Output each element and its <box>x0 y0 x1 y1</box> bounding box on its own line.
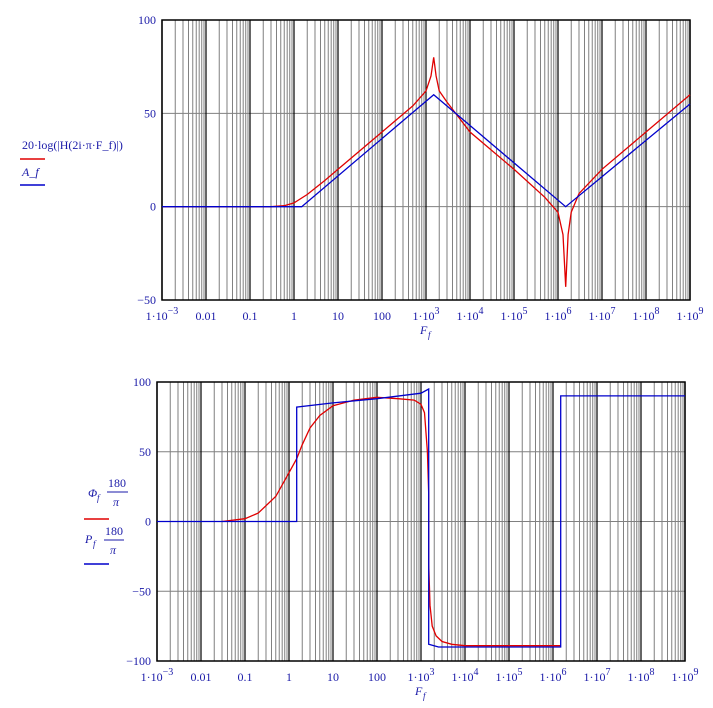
x-tick-label: 1·109 <box>677 306 704 323</box>
x-tick-label: 1·108 <box>633 306 660 323</box>
x-tick-label: 0.01 <box>196 309 217 323</box>
phase-plot: −100 −50 0 50 100 1·10−3 0.01 0.1 1 10 100 1·103 1·1… <box>126 375 698 684</box>
series-line <box>157 387 685 648</box>
series-line <box>162 93 691 208</box>
x-tick-label: 1·10−3 <box>146 306 179 323</box>
y-tick-label: 100 <box>133 375 151 389</box>
x-tick-label: 100 <box>368 670 386 684</box>
svg-text:f: f <box>428 330 432 340</box>
x-tick-label: 0.1 <box>243 309 258 323</box>
x-tick-label: 1·104 <box>457 306 484 323</box>
phase-xlabel: F f <box>414 684 427 701</box>
svg-text:F: F <box>419 323 428 337</box>
svg-text:f: f <box>97 493 101 503</box>
x-tick-label: 1·107 <box>584 667 611 684</box>
y-tick-label: 50 <box>139 445 151 459</box>
y-tick-label: 0 <box>150 200 156 214</box>
svg-text:P: P <box>84 532 93 546</box>
x-tick-label: 10 <box>332 309 344 323</box>
x-tick-label: 10 <box>327 670 339 684</box>
phase-legend: Φ f 180 π P f 180 π <box>84 476 128 565</box>
svg-text:π: π <box>110 543 117 557</box>
x-tick-label: 1·107 <box>589 306 616 323</box>
svg-text:Φ: Φ <box>88 486 97 500</box>
x-tick-label: 1·104 <box>452 667 479 684</box>
x-tick-label: 0.1 <box>238 670 253 684</box>
legend-magnitude-expr: 20·log(|H(2i·π·F_f)|) <box>22 138 123 152</box>
x-tick-label: 1·106 <box>540 667 567 684</box>
y-tick-label: −50 <box>132 584 151 598</box>
svg-text:F: F <box>414 684 423 698</box>
magnitude-legend: 20·log(|H(2i·π·F_f)|) A_f <box>20 138 123 186</box>
x-tick-label: 100 <box>373 309 391 323</box>
x-tick-label: 1·106 <box>545 306 572 323</box>
x-tick-label: 1·105 <box>501 306 528 323</box>
magnitude-xlabel: F f <box>419 323 432 340</box>
y-tick-label: −100 <box>126 654 151 668</box>
svg-text:180: 180 <box>105 524 123 538</box>
y-tick-label: 50 <box>144 106 156 120</box>
y-tick-label: −50 <box>137 293 156 307</box>
series-line <box>162 57 691 287</box>
x-tick-label: 1·109 <box>672 667 699 684</box>
magnitude-plot: −50 0 50 100 1·10−3 0.01 0.1 1 10 100 1·103 1·104 1·… <box>137 13 703 323</box>
svg-text:f: f <box>423 691 427 701</box>
y-tick-label: 100 <box>138 13 156 27</box>
x-tick-label: 1·108 <box>628 667 655 684</box>
svg-text:f: f <box>93 539 97 549</box>
series-line <box>221 396 561 647</box>
x-tick-label: 1·103 <box>408 667 435 684</box>
x-tick-label: 1·105 <box>496 667 523 684</box>
legend-asymptote-expr: A_f <box>21 165 40 179</box>
svg-text:180: 180 <box>108 476 126 490</box>
x-tick-label: 1·103 <box>413 306 440 323</box>
y-tick-label: 0 <box>145 515 151 529</box>
x-tick-label: 1 <box>291 309 297 323</box>
x-tick-label: 1·10−3 <box>141 667 174 684</box>
svg-text:π: π <box>113 495 120 509</box>
x-tick-label: 0.01 <box>191 670 212 684</box>
x-tick-label: 1 <box>286 670 292 684</box>
